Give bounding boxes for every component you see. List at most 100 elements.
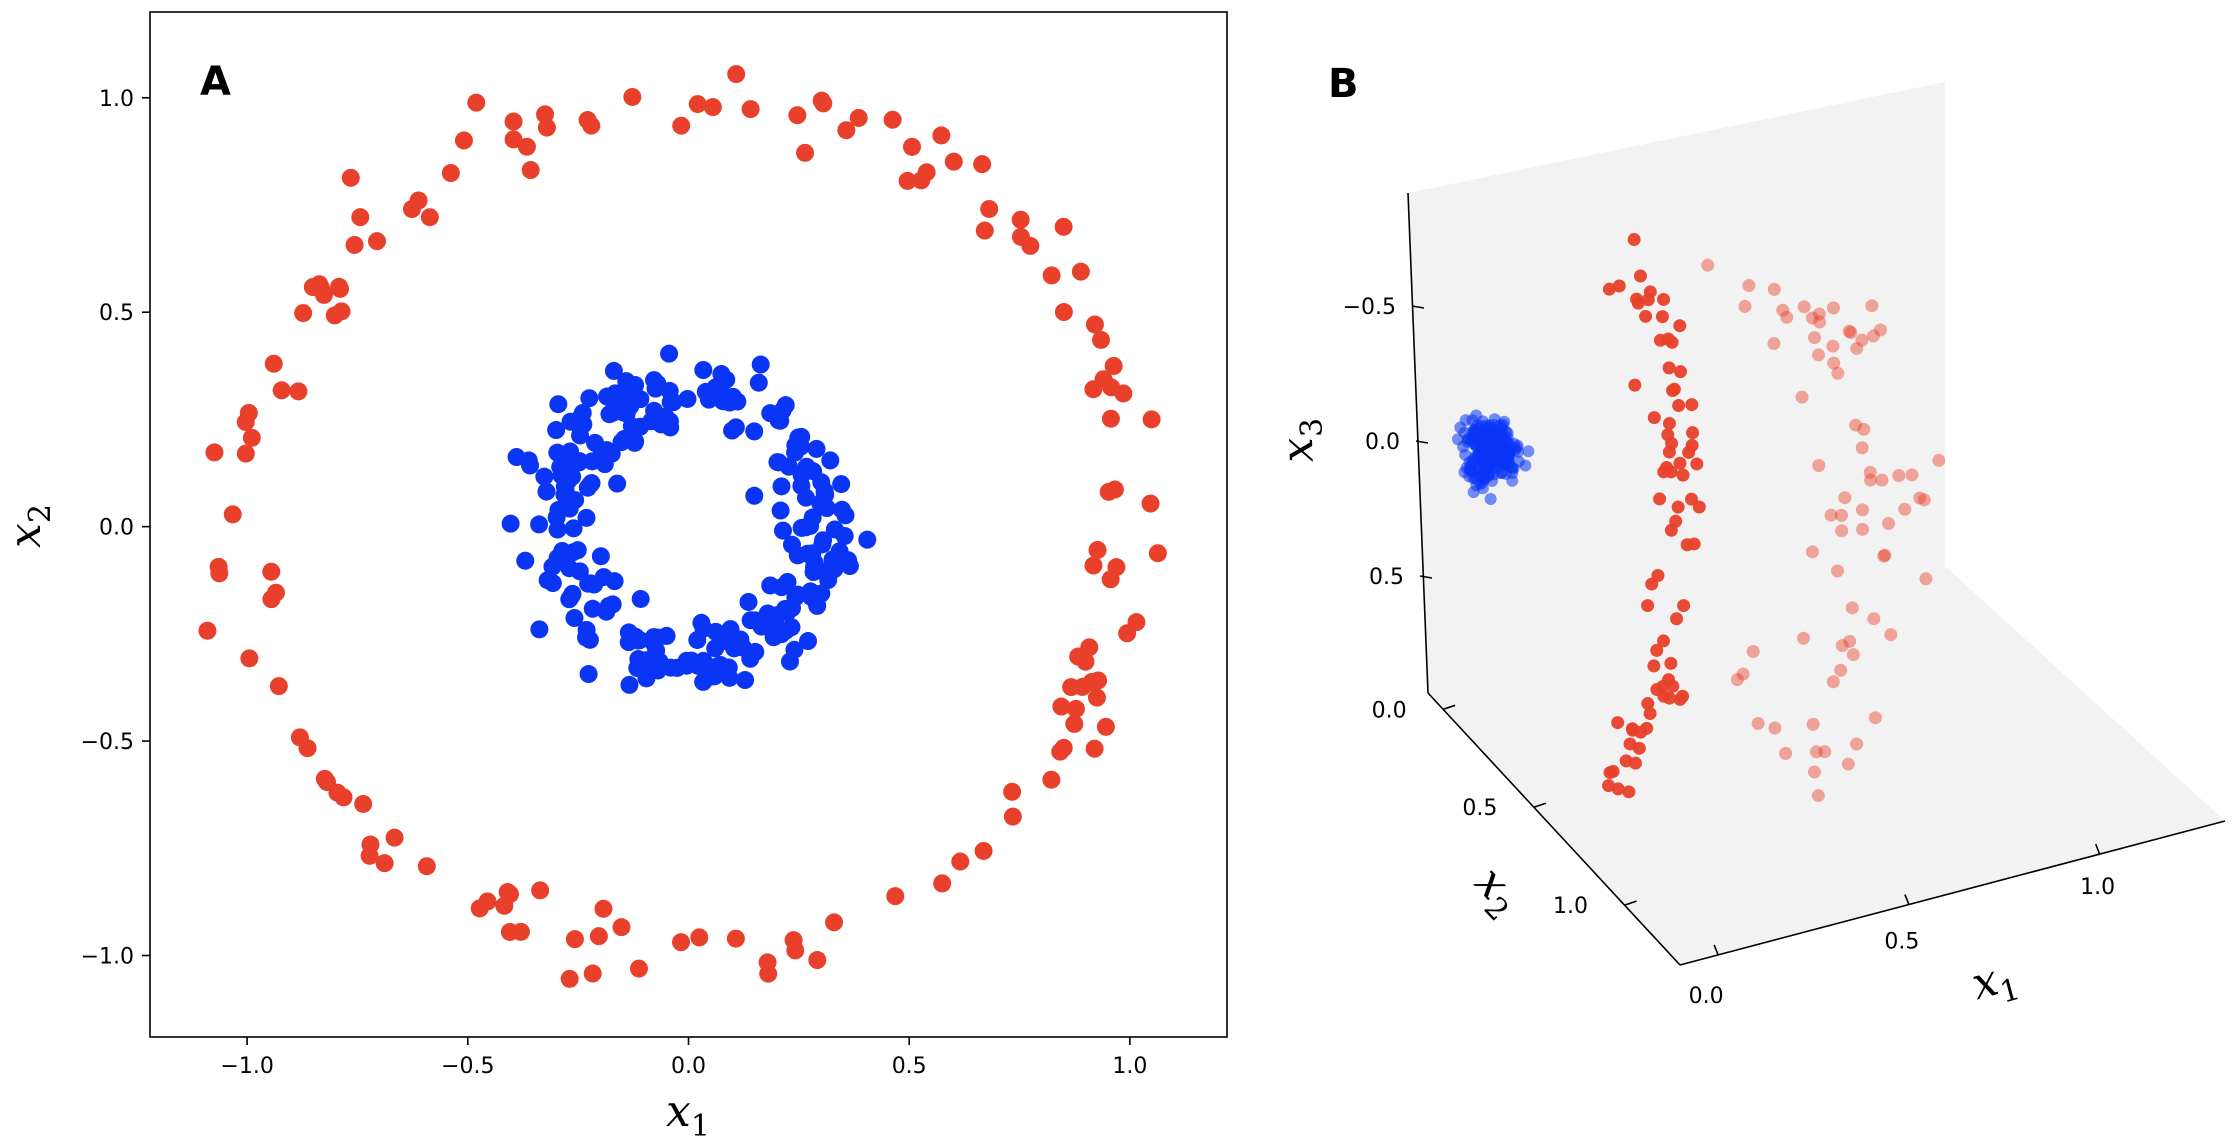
inner-ring-point [706,639,725,658]
outer-ring-point [1003,807,1022,826]
half-ring-point [1866,329,1880,343]
inner-ring-point [597,602,616,621]
outer-ring-point [912,171,931,190]
x1-tick-label: 0.5 [1884,930,1919,955]
half-ring-point [1622,785,1636,799]
outer-ring-point [360,846,379,865]
half-ring-point [1838,491,1852,505]
half-ring-point [1768,721,1782,735]
half-ring-point [1662,361,1676,375]
half-ring-point [1913,491,1927,505]
inner-ring-point [507,448,526,467]
outer-ring-point [1085,315,1104,334]
half-ring-point [1602,779,1616,793]
half-ring-point [1824,508,1838,522]
inner-ring-point [558,472,577,491]
outer-ring-point [883,110,902,129]
outer-ring-point [205,443,224,462]
half-ring-point [1767,337,1781,351]
half-ring-point [1864,473,1878,487]
inner-ring-point [688,630,707,649]
half-ring-point [1808,331,1822,345]
half-ring-point [1602,282,1616,296]
outer-ring-point [385,828,404,847]
outer-ring-point [784,931,803,950]
inner-ring-point [840,557,859,576]
half-ring-point [1795,390,1809,404]
half-ring-point [1855,441,1869,455]
inner-ring-point [797,457,816,476]
inner-ring-point [682,651,701,670]
x2-tick-mark [1533,802,1547,808]
x2-axis-label: x2 [1460,857,1532,929]
panel-b: B 0.00.51.00.00.51.0−0.50.00.5 x1 x2 x3 [1272,61,2226,1011]
inner-ring-point [595,455,614,474]
half-ring-point [1841,757,1855,771]
half-ring-point [1831,564,1845,578]
inner-ring-point [626,432,645,451]
outer-ring-point [898,171,917,190]
outer-ring-point [262,562,281,581]
outer-ring-point [318,773,337,792]
inner-ring-point [832,500,851,519]
outer-ring-point [837,121,856,140]
x2-tick-mark [1624,900,1637,906]
cluster-point [1476,415,1489,428]
outer-ring-point [974,841,993,860]
half-ring-point [1669,514,1683,528]
outer-ring-point [310,275,329,294]
inner-ring-point [825,520,844,539]
inner-ring-point [569,453,588,472]
inner-ring-point [631,589,650,608]
outer-ring-point [886,887,905,906]
outer-ring-point [1105,480,1124,499]
x1-axis-label-sub: 1 [1996,972,2024,1011]
outer-ring-point [495,896,514,915]
x-tick-label: −0.5 [441,1054,494,1079]
half-ring-point [1631,296,1645,310]
inner-ring-point [644,628,663,647]
x3-tick-mark [1411,305,1425,309]
half-ring-point [1868,711,1882,725]
outer-ring-point [1101,409,1120,428]
outer-ring-point [537,118,556,137]
outer-ring-point [467,93,486,112]
cluster-point [1489,457,1502,470]
inner-ring-point [765,619,784,638]
half-ring-point [1736,667,1750,681]
half-ring-point [1780,310,1794,324]
half-ring-point [1657,689,1671,703]
outer-ring-point [727,65,746,84]
inner-ring-point [815,562,834,581]
inner-ring-point [723,387,742,406]
outer-ring-point [341,168,360,187]
x2-tick-label: 0.5 [1462,796,1497,821]
half-ring-point [1647,659,1661,673]
cluster-point [1467,472,1480,485]
inner-ring-point [551,458,570,477]
half-ring-point [1662,445,1676,459]
inner-ring-point [723,421,742,440]
half-ring-point [1647,411,1661,425]
half-ring-point [1844,325,1858,339]
inner-ring-point [791,437,810,456]
inner-ring-point [773,521,792,540]
outer-ring-point [980,199,999,218]
outer-ring-point [504,130,523,149]
inner-ring-point [761,576,780,595]
half-ring-point [1690,457,1704,471]
inner-ring-point [579,665,598,684]
inner-ring-point [530,515,549,534]
half-ring-point [1633,269,1647,283]
inner-ring-point [785,640,804,659]
half-ring-point [1812,459,1826,473]
inner-ring-point [612,433,631,452]
inner-ring-point [538,571,557,590]
inner-ring-point [565,609,584,628]
inner-ring-point [731,630,750,649]
outer-ring-point [1087,688,1106,707]
inner-ring-point [606,384,625,403]
half-ring-point [1746,644,1760,658]
half-ring-point [1834,663,1848,677]
